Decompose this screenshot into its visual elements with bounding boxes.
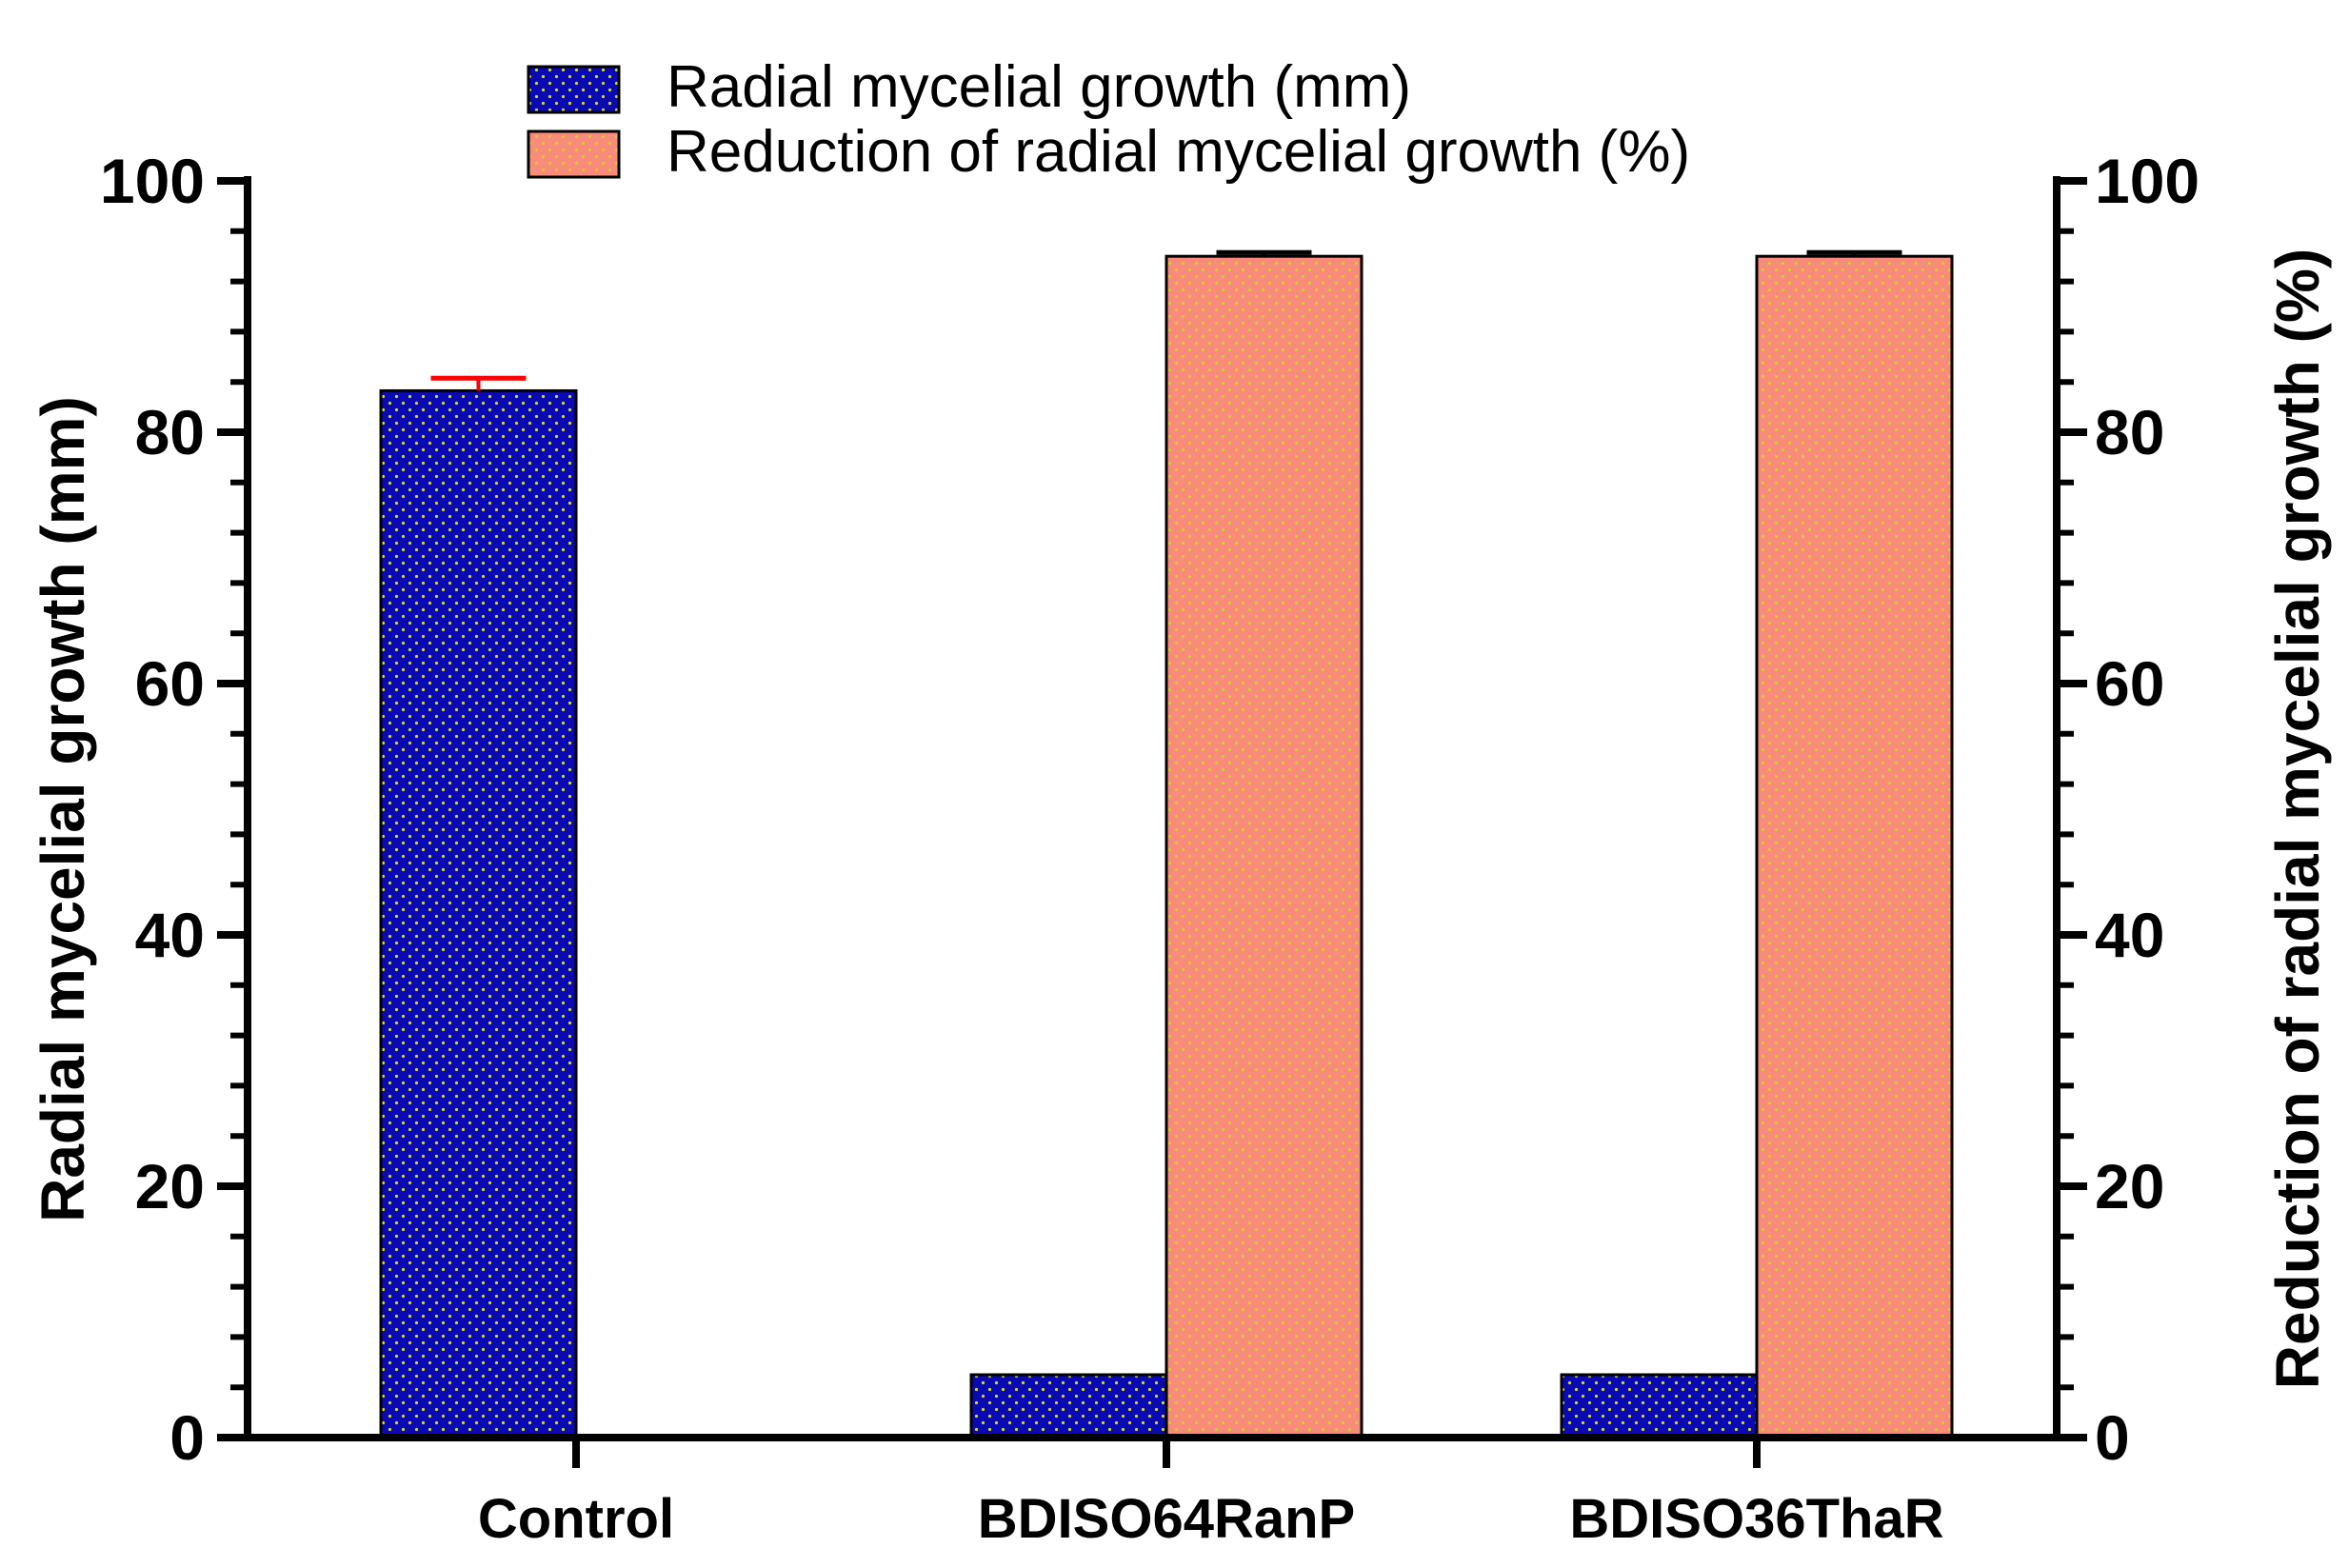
bar-left-control — [379, 388, 578, 1439]
legend-label-left: Radial mycelial growth (mm) — [667, 54, 1411, 120]
y-tick-label-left: 60 — [135, 648, 205, 719]
y-tick-label-left: 80 — [135, 397, 205, 467]
axis-labels: 0 20 40 60 80 100 0 20 40 60 80 100 Control BDISO64Ra… — [29, 146, 2332, 1550]
bar-left-bdiso64ranp — [969, 1373, 1168, 1439]
y-tick-label-left: 100 — [100, 146, 205, 216]
bar-right-bdiso36thar — [1755, 254, 1954, 1439]
y-tick-label-right: 40 — [2095, 900, 2164, 970]
y-tick-label-left: 40 — [135, 900, 205, 970]
y-tick-label-left: 20 — [135, 1151, 205, 1221]
y-axis-title-right: Reduction of radial mycelial growth (%) — [2263, 248, 2332, 1389]
legend-swatch-left — [527, 65, 621, 114]
y-tick-label-right: 100 — [2095, 146, 2200, 216]
y-tick-label-right: 60 — [2095, 648, 2164, 719]
legend-swatch-right — [527, 129, 621, 179]
bar-left-bdiso36thar — [1560, 1373, 1759, 1439]
y-tick-label-right: 80 — [2095, 397, 2164, 467]
legend: Radial mycelial growth (mm)Reduction of … — [527, 54, 1690, 185]
y-tick-label-left: 0 — [169, 1402, 205, 1473]
x-tick-label-bdiso36thar: BDISO36ThaR — [1569, 1488, 1943, 1550]
axes — [217, 176, 2087, 1468]
y-axis-title-left: Radial mycelial growth (mm) — [29, 396, 97, 1222]
x-tick-label-bdiso64ranp: BDISO64RanP — [978, 1488, 1355, 1550]
x-tick-label-control: Control — [478, 1488, 674, 1550]
bars — [379, 249, 1954, 1439]
y-tick-label-right: 20 — [2095, 1151, 2164, 1221]
y-tick-label-right: 0 — [2095, 1402, 2130, 1473]
legend-label-right: Reduction of radial mycelial growth (%) — [667, 119, 1690, 185]
bar-right-bdiso64ranp — [1165, 254, 1364, 1439]
